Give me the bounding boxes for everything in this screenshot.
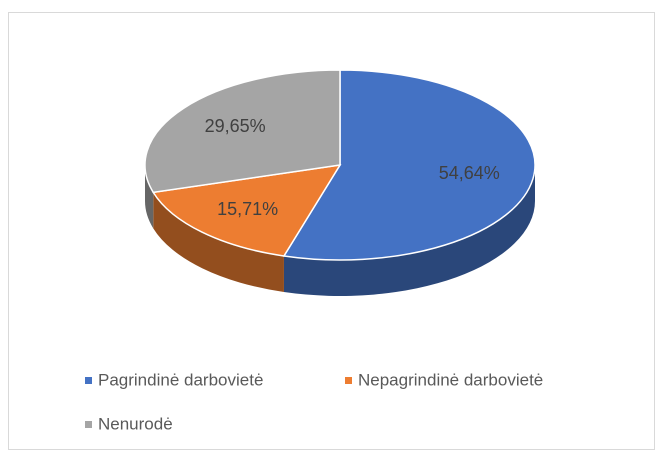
- data-label: 15,71%: [217, 199, 278, 219]
- slice: [144, 69, 341, 194]
- slice: [282, 69, 536, 261]
- slice: [152, 164, 342, 257]
- legend-swatch: [85, 377, 92, 384]
- legend-label: Pagrindinė darbovietė: [98, 370, 263, 389]
- legend-swatch: [85, 421, 92, 428]
- data-label: 54,64%: [439, 163, 500, 183]
- legend-swatch: [345, 377, 352, 384]
- data-label: 29,65%: [205, 116, 266, 136]
- legend-label: Nepagrindinė darbovietė: [358, 370, 543, 389]
- legend-label: Nenurodė: [98, 414, 173, 433]
- slice-side: [283, 165, 535, 297]
- slice-side: [153, 192, 284, 292]
